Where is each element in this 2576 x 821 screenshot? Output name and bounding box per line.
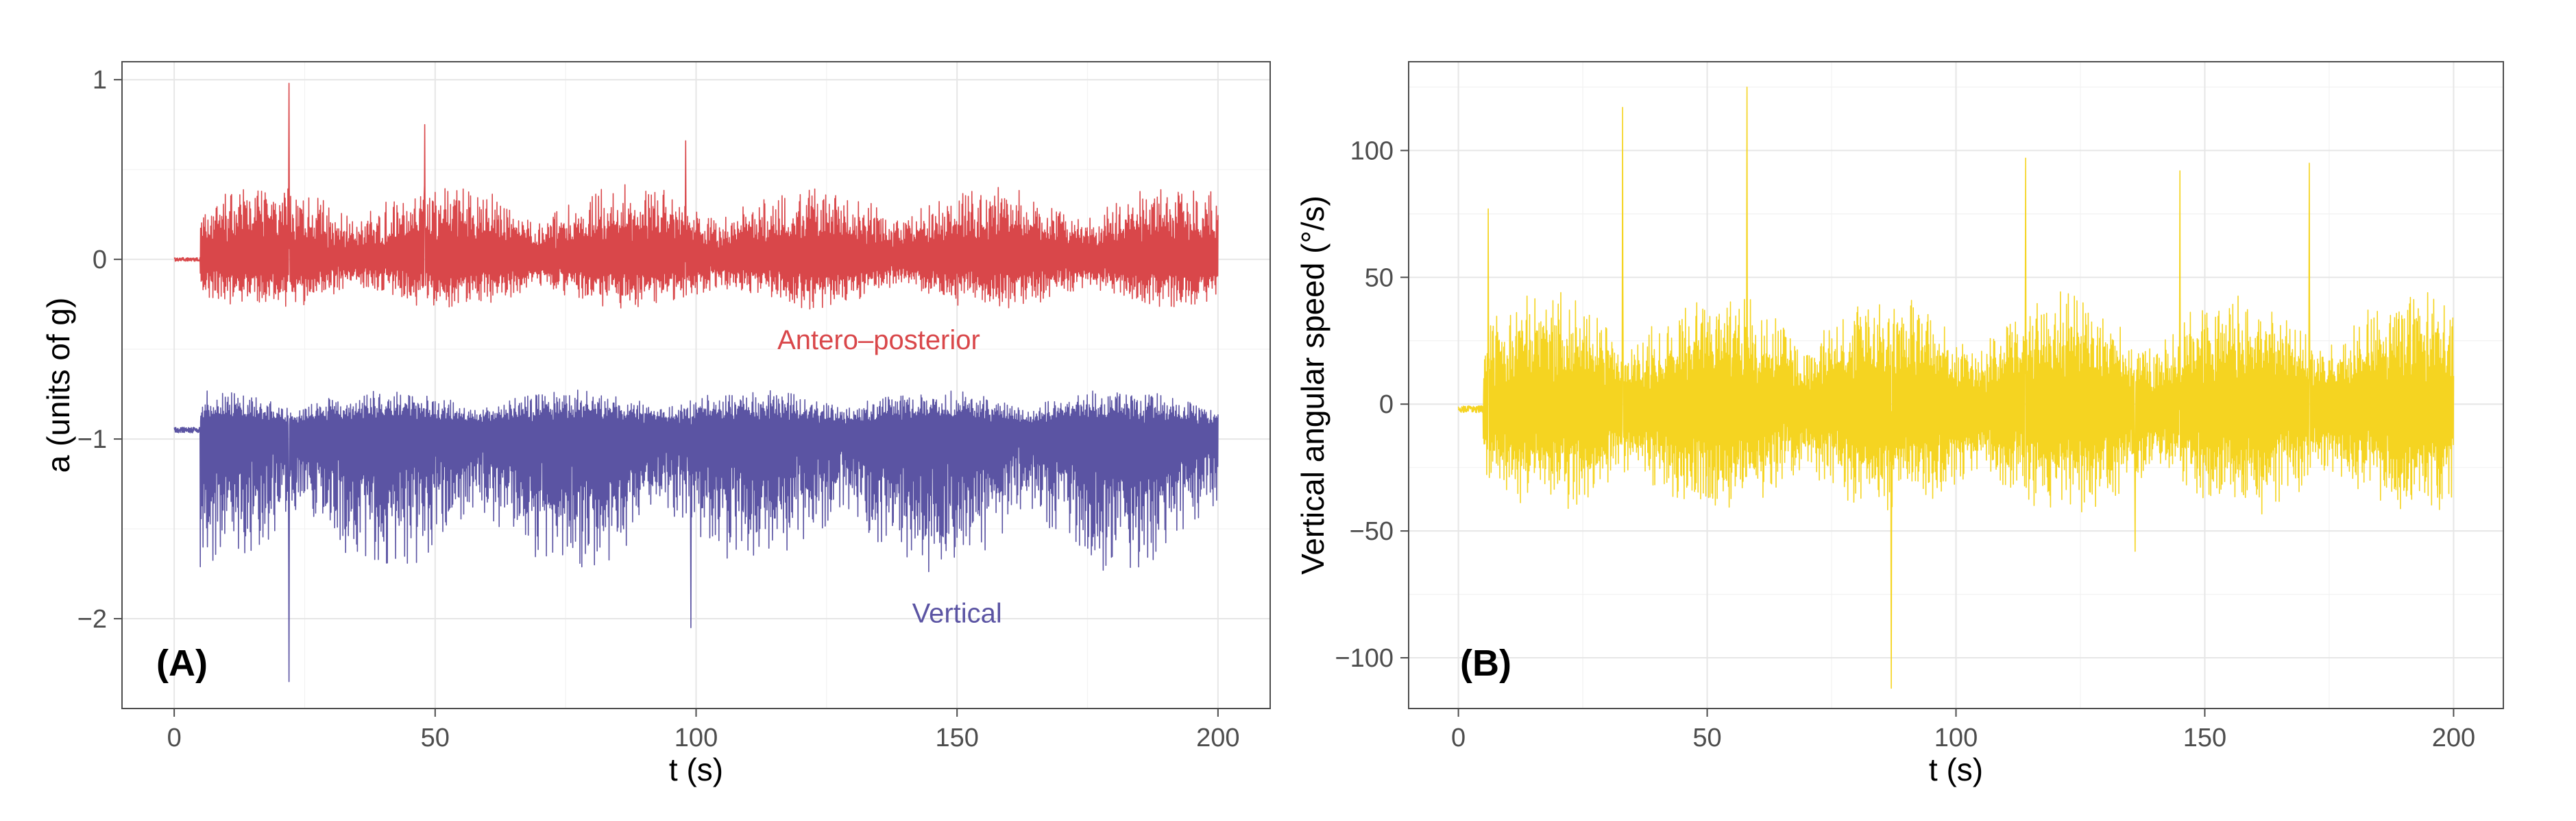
y-tick-label: −1 [77, 425, 107, 454]
series-label-antero-posterior: Antero–posterior [777, 325, 980, 355]
panel-b-x-axis-title: t (s) [1929, 752, 1983, 787]
panel-b-frame [1408, 61, 2504, 709]
series-line-vertical [173, 390, 1219, 682]
panel-b: 0 50 100 150 200 100 50 0 −50 −100 (B) t (s) Vert… [1295, 61, 2504, 787]
panel-b-y-axis-title: Vertical angular speed (°/s) [1295, 195, 1330, 575]
panel-a-x-axis-title: t (s) [669, 752, 723, 787]
y-tick-label: −2 [77, 605, 107, 634]
panel-a-frame [121, 61, 1271, 709]
x-tick-label: 50 [1692, 724, 1721, 752]
series-line-antero-posterior [173, 82, 1219, 310]
x-tick-label: 150 [2183, 724, 2226, 752]
x-tick-label: 150 [935, 724, 978, 752]
series-line-vertical-angular-speed [1457, 86, 2455, 689]
x-tick-label: 0 [1451, 724, 1466, 752]
x-tick-label: 200 [2432, 724, 2475, 752]
panel-a-ticks: 0 50 100 150 200 1 0 −1 −2 [77, 66, 1240, 752]
y-tick-label: −100 [1335, 644, 1394, 673]
x-tick-label: 100 [675, 724, 718, 752]
panel-a-major-grid [122, 62, 1270, 709]
y-tick-label: −50 [1350, 517, 1394, 546]
panel-b-label: (B) [1460, 643, 1511, 684]
y-tick-label: 1 [93, 66, 107, 95]
x-tick-label: 0 [167, 724, 182, 752]
y-tick-label: 50 [1365, 263, 1394, 292]
x-tick-label: 100 [1934, 724, 1978, 752]
panel-b-ticks: 0 50 100 150 200 100 50 0 −50 −100 [1335, 136, 2475, 752]
x-tick-label: 50 [421, 724, 450, 752]
panel-a-label: (A) [156, 643, 208, 684]
panel-a: 0 50 100 150 200 1 0 −1 −2 (A) t (s) a (units of… [40, 61, 1271, 787]
panel-a-y-axis-title: a (units of g) [40, 298, 76, 473]
panel-a-series [173, 82, 1219, 682]
y-tick-label: 0 [1379, 390, 1394, 419]
y-tick-label: 0 [93, 246, 107, 274]
panel-b-series [1457, 86, 2455, 689]
y-tick-label: 100 [1350, 136, 1394, 165]
x-tick-label: 200 [1196, 724, 1239, 752]
series-label-vertical: Vertical [912, 598, 1002, 628]
